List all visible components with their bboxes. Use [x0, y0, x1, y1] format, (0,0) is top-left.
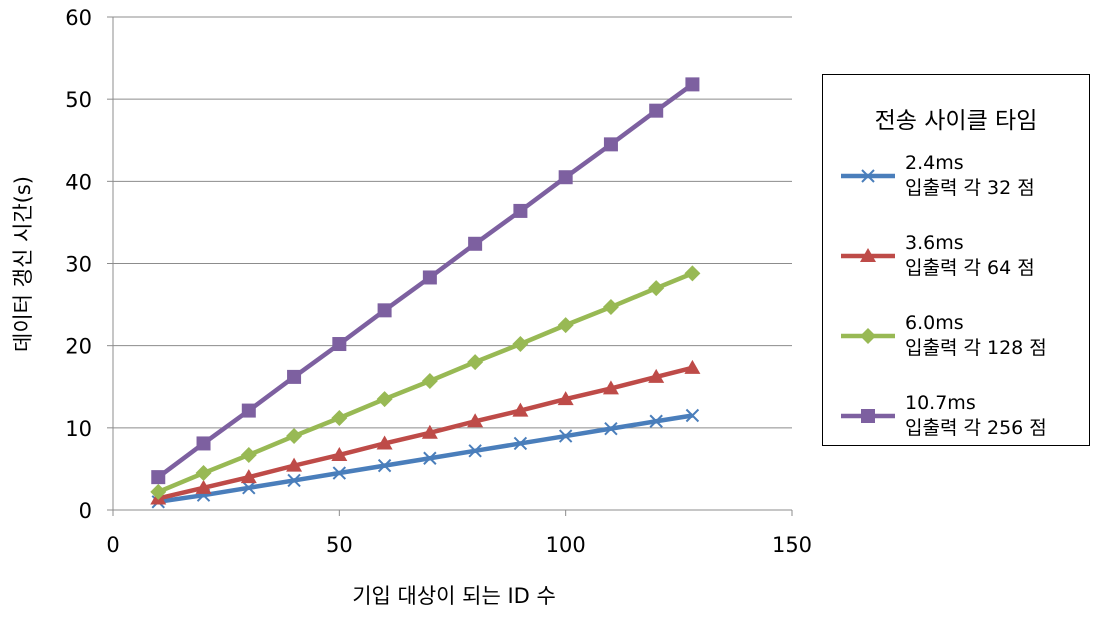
x-tick-label-50: 50	[326, 533, 353, 557]
y-tick-label-20: 20	[65, 335, 92, 359]
legend-sublabel-series-4: 입출력 각 256 점	[905, 417, 1047, 439]
series-2	[150, 359, 701, 505]
data-point-series-4-11	[603, 137, 618, 152]
gridlines	[113, 16, 792, 429]
y-tick-label-10: 10	[65, 417, 92, 441]
data-point-series-4-8	[468, 236, 483, 251]
data-point-series-2-7	[421, 424, 438, 439]
data-point-series-1-10	[558, 429, 573, 443]
legend-swatch-series-2	[841, 248, 895, 262]
data-point-series-3-7	[421, 372, 438, 389]
data-point-series-3-5	[331, 409, 348, 426]
series-4	[151, 77, 700, 485]
legend-swatch-series-4	[841, 409, 895, 423]
y-tick-label-30: 30	[65, 253, 92, 277]
data-point-series-2-12	[648, 368, 665, 383]
data-point-series-3-12	[648, 280, 665, 297]
data-point-series-4-5	[332, 337, 347, 352]
data-point-series-4-6	[377, 303, 392, 318]
legend-label-series-3: 6.0ms	[905, 312, 964, 334]
data-point-series-2-11	[602, 380, 619, 395]
data-point-series-2-10	[557, 391, 574, 406]
data-point-series-4-4	[287, 369, 302, 384]
x-tick-label-150: 150	[772, 533, 812, 557]
data-point-series-3-3	[240, 446, 257, 463]
series-3	[150, 265, 701, 500]
legend-marker-series-3	[860, 328, 876, 344]
data-point-series-3-1	[150, 483, 167, 500]
data-point-series-2-3	[240, 469, 257, 484]
legend-label-series-1: 2.4ms	[905, 152, 964, 174]
data-point-series-2-4	[286, 457, 303, 472]
legend-entry-series-2: 3.6ms 입출력 각 64 점	[839, 231, 1079, 291]
data-point-series-1-13	[685, 408, 700, 423]
tick-labels: 0 10 20 30 40 50 60 0 50 100 150	[65, 6, 812, 557]
data-point-series-1-4	[287, 473, 301, 488]
data-point-series-3-2	[195, 465, 212, 482]
data-point-series-4-1	[151, 470, 166, 485]
data-point-series-2-9	[512, 402, 529, 417]
legend-marker-series-2	[860, 248, 876, 262]
y-tick-label-60: 60	[65, 6, 92, 30]
legend-title: 전송 사이클 타임	[874, 108, 1038, 134]
series-group	[150, 77, 701, 509]
legend-entry-series-4: 10.7ms 입출력 각 256 점	[839, 391, 1079, 451]
legend-marker-series-4	[861, 409, 875, 423]
data-point-series-3-6	[376, 391, 393, 408]
x-tick-label-0: 0	[106, 533, 119, 557]
x-axis-label: 기입 대상이 되는 ID 수	[352, 584, 556, 608]
data-point-series-3-13	[684, 265, 701, 282]
legend-label-series-2: 3.6ms	[905, 232, 964, 254]
data-point-series-1-12	[649, 414, 663, 428]
legend-sublabel-series-3: 입출력 각 128 점	[905, 337, 1047, 359]
data-point-series-1-5	[332, 466, 347, 480]
legend-sublabel-series-1: 입출력 각 32 점	[905, 177, 1035, 199]
data-point-series-2-2	[195, 479, 212, 494]
y-tick-label-0: 0	[79, 499, 92, 523]
y-axis-label: 데이터 갱신 시간(s)	[11, 176, 35, 352]
data-point-series-3-8	[467, 354, 484, 371]
data-point-series-4-3	[241, 403, 256, 418]
data-point-series-2-5	[331, 446, 348, 461]
legend-entry-series-1: 2.4ms 입출력 각 32 점	[839, 151, 1079, 211]
data-point-series-2-13	[684, 359, 701, 374]
data-point-series-1-6	[377, 458, 392, 473]
data-point-series-4-10	[558, 170, 573, 185]
axes	[107, 16, 793, 516]
data-point-series-4-9	[513, 203, 528, 218]
legend-label-series-4: 10.7ms	[905, 392, 976, 414]
legend-sublabel-series-2: 입출력 각 64 점	[905, 257, 1035, 279]
legend-entry-series-3: 6.0ms 입출력 각 128 점	[839, 311, 1079, 371]
data-point-series-1-3	[242, 481, 256, 495]
data-point-series-1-9	[513, 436, 528, 451]
data-point-series-4-13	[685, 77, 700, 92]
data-point-series-4-12	[649, 103, 664, 118]
data-point-series-1-11	[604, 421, 618, 436]
data-point-series-2-8	[467, 413, 484, 428]
legend-swatch-series-3	[841, 328, 895, 344]
data-point-series-3-10	[557, 317, 574, 334]
data-point-series-4-2	[196, 436, 211, 451]
y-tick-label-50: 50	[65, 88, 92, 112]
legend-swatch-series-1	[841, 169, 895, 183]
data-point-series-1-8	[468, 444, 482, 458]
legend: 전송 사이클 타임 2.4ms 입출력 각 32 점 3.6ms 입출력 각 6…	[822, 74, 1090, 446]
data-point-series-3-4	[286, 428, 303, 445]
data-point-series-1-7	[423, 451, 437, 465]
legend-marker-series-1	[861, 169, 875, 183]
x-tick-label-100: 100	[546, 533, 586, 557]
data-point-series-4-7	[422, 270, 437, 285]
data-point-series-3-11	[602, 299, 619, 316]
y-tick-label-40: 40	[65, 170, 92, 194]
data-point-series-2-6	[376, 435, 393, 450]
data-point-series-3-9	[512, 336, 529, 353]
